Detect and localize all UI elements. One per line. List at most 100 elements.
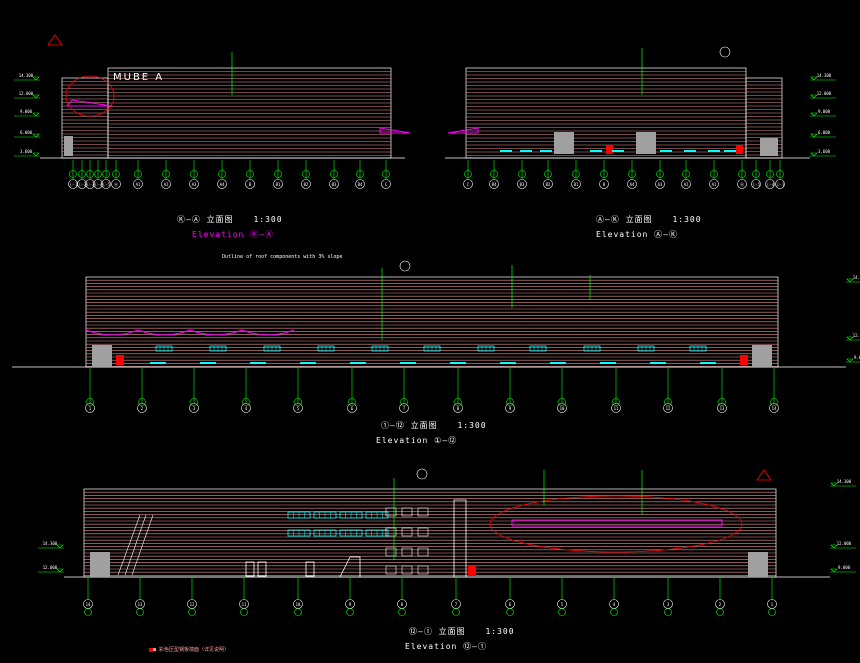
elev-c-vent: [650, 362, 666, 364]
elev-d-axis-label: 12: [190, 602, 195, 607]
elev-b-axis-bubble: [463, 179, 473, 189]
elev-b-axis-label: Ⓐ: [740, 181, 744, 187]
elev-a-level-mark: [14, 76, 40, 81]
elev-a-level-text: 3.600: [20, 149, 33, 154]
elev-d-axis-label: 1: [771, 602, 774, 607]
elev-b-vent: [500, 150, 512, 152]
elev-d-left-level-text: 12.000: [43, 565, 58, 570]
elev-a-level-text: 9.000: [20, 109, 33, 114]
elev-b-vent: [684, 150, 696, 152]
elev-b-axis-bubble: [489, 179, 499, 189]
elev-d-axis-tag: [664, 608, 672, 616]
elev-c-axis-bubble: [137, 403, 147, 413]
elev-a-axis-tag: [246, 170, 254, 178]
elev-c-axis-tag: [506, 398, 514, 406]
caption-elev-c-code: ①—⑫ 立面图: [381, 421, 438, 430]
elev-b-level-text: 14.300: [817, 73, 832, 78]
elev-d-door: [257, 561, 267, 577]
elev-b-axis-label: Ⓛ-5: [752, 181, 761, 187]
elev-c-vent: [350, 362, 366, 364]
elev-a-axis-label: Ⓛ-2: [78, 181, 87, 187]
elev-a-revision-cloud: [65, 75, 115, 117]
elev-a-axis-tag: [302, 170, 310, 178]
elev-d-axis-tag: [716, 608, 724, 616]
elev-d-axis-tag: [506, 608, 514, 616]
elev-c-axis-label: 8: [457, 406, 460, 411]
elev-b-vent: [724, 150, 736, 152]
elev-a-axis-tag: [356, 170, 364, 178]
elev-b-axis-label: A3: [658, 182, 663, 187]
elev-a-axis-bubble: [217, 179, 227, 189]
elev-c-axis-label: 9: [509, 406, 512, 411]
elev-b-axis-bubble: [709, 179, 719, 189]
elev-b-axis-label: Ⓛ-1: [776, 181, 785, 187]
elev-c-vent: [200, 362, 216, 364]
elev-d-axis-label: 3: [667, 602, 670, 607]
elev-d-dock-door-left: [90, 552, 110, 577]
elev-a-level-text: 14.300: [19, 73, 34, 78]
elev-b-red-box: [736, 145, 743, 154]
elev-d-axis-tag: [294, 608, 302, 616]
elev-d-window: [401, 527, 413, 537]
elev-b-axis-bubble: [751, 179, 761, 189]
elev-a-axis-tag: [86, 170, 94, 178]
elev-a-axis-bubble: [85, 179, 95, 189]
elev-c-axis-tag: [242, 398, 250, 406]
elev-c-axis-bubble: [505, 403, 515, 413]
elev-c-axis-bubble: [769, 403, 779, 413]
elev-d-axis-label: 6: [509, 602, 512, 607]
elev-c-level-text: 9.000: [854, 355, 860, 360]
elev-c-level-text: 12.000: [853, 333, 860, 338]
elev-d-axis-tag: [558, 608, 566, 616]
elev-b-vent: [708, 150, 720, 152]
elev-c-axis-bubble: [611, 403, 621, 413]
elev-c-red-box: [740, 355, 748, 365]
elev-d-axis-tag: [84, 608, 92, 616]
elev-c-axis-label: 7: [403, 406, 406, 411]
caption-elev-c-scale: 1:300: [457, 421, 487, 430]
elev-a-axis-label: Ⓛ-4: [94, 181, 103, 187]
elev-d-level-text: 14.300: [837, 479, 852, 484]
elev-d-axis-label: 9: [349, 602, 352, 607]
elev-d-window: [385, 547, 397, 557]
elev-b-level-text: 3.600: [818, 149, 831, 154]
caption-elev-c: ①—⑫ 立面图 1:300: [381, 420, 487, 431]
elev-b-facade-outline: [465, 67, 747, 159]
elev-c-vent: [150, 362, 166, 364]
elev-b-axis-label: A1: [712, 182, 717, 187]
elev-c-level-mark: [846, 336, 860, 341]
elev-a-axis-tag: [330, 170, 338, 178]
elev-c-axis-bubble: [663, 403, 673, 413]
elev-a-axis-label: A3: [192, 182, 197, 187]
elev-d-facade-outline: [83, 488, 777, 578]
elev-b-axis-tag: [766, 170, 774, 178]
elev-a-axis-label: B3: [332, 182, 337, 187]
elev-d-window: [401, 565, 413, 575]
elev-a-axis-tag: [382, 170, 390, 178]
elev-d-window: [417, 507, 429, 517]
elev-d-detail-ref: [416, 468, 428, 480]
elev-b-axis-tag: [628, 170, 636, 178]
elev-d-level-mark: [830, 568, 856, 573]
elev-c-axis-bubble: [347, 403, 357, 413]
elev-b-level-text: 9.000: [818, 109, 831, 114]
elev-d-axis-tag: [136, 608, 144, 616]
elev-a-facade-cladding-lines: [108, 71, 391, 156]
elev-b-dock-door: [636, 132, 656, 154]
elev-b-canopy: [447, 127, 479, 134]
elev-a-axis-label: B: [249, 182, 252, 187]
elev-d-red-box: [468, 566, 476, 576]
elev-c-axis-tag: [612, 398, 620, 406]
elev-d-door: [305, 561, 315, 577]
elev-c-dock-door: [92, 345, 112, 367]
caption-elev-d: ⑫—① 立面图 1:300: [409, 626, 515, 637]
elev-d-window: [401, 507, 413, 517]
elev-b-axis-label: B1: [574, 182, 579, 187]
elev-c-axis-bubble: [557, 403, 567, 413]
elev-b-level-text: 12.000: [817, 91, 832, 96]
elev-c-axis-bubble: [453, 403, 463, 413]
elev-b-axis-label: B4: [492, 182, 497, 187]
caption-elev-b-code: Ⓐ—Ⓚ 立面图: [596, 215, 653, 224]
elev-b-axis-tag: [572, 170, 580, 178]
elev-a-axis-label: A4: [220, 182, 225, 187]
